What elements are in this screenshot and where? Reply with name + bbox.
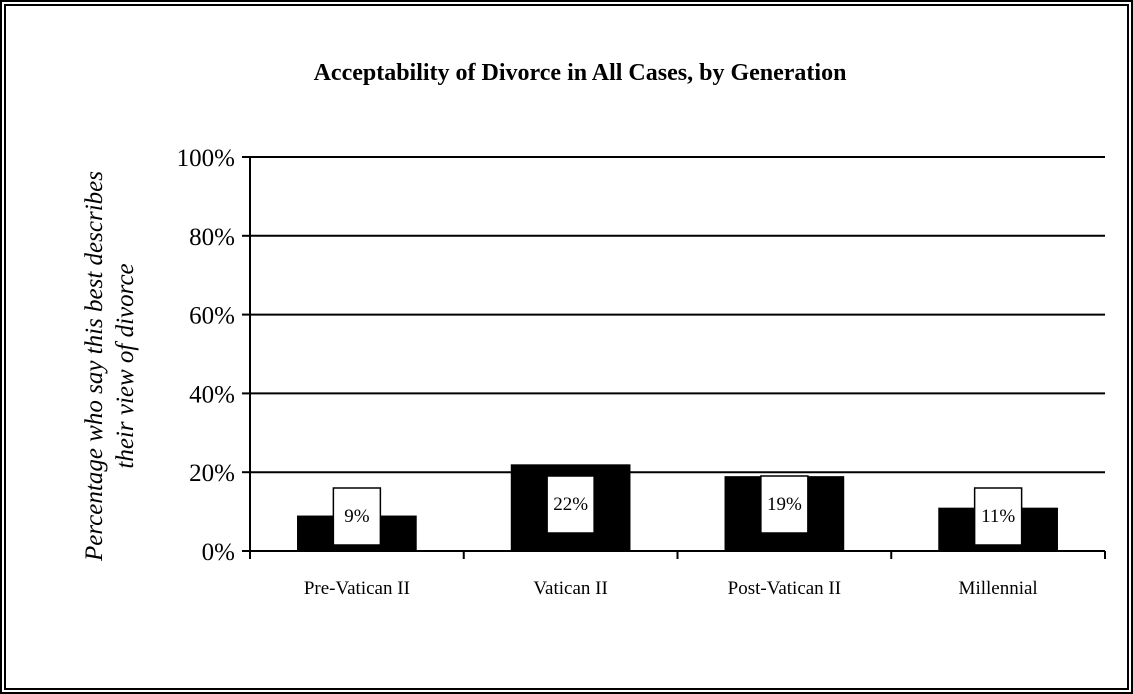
gridlines: [250, 156, 1105, 474]
data-label-box: [973, 487, 1023, 546]
data-label: 9%: [344, 506, 370, 527]
y-tick-labels: 0% 20% 40% 60% 80% 100%: [177, 145, 235, 566]
y-tick-label: 60%: [189, 303, 235, 330]
x-category-label: Vatican II: [533, 578, 607, 599]
data-label-box: [546, 475, 595, 534]
x-category-label: Pre-Vatican II: [304, 578, 410, 599]
data-labels: 9% 22% 19% 11%: [332, 475, 1023, 546]
y-axis-label: Percentage who say this best describes t…: [81, 171, 139, 562]
y-tick-label: 40%: [189, 381, 235, 408]
data-label: 11%: [981, 506, 1015, 527]
chart-title: Acceptability of Divorce in All Cases, b…: [314, 60, 847, 86]
data-label: 22%: [553, 494, 588, 515]
y-axis-label-line-1: Percentage who say this best describes: [81, 171, 108, 562]
y-tick-label: 0%: [202, 539, 235, 566]
x-category-labels: Pre-Vatican II Vatican II Post-Vatican II M…: [304, 578, 1038, 599]
x-category-label: Millennial: [959, 578, 1038, 599]
y-tick-label: 20%: [189, 460, 235, 487]
bars: [297, 464, 1058, 551]
y-tick-label: 80%: [189, 224, 235, 251]
data-label-box: [760, 475, 809, 534]
y-axis-label-line-2: their view of divorce: [112, 263, 139, 468]
data-label: 19%: [767, 494, 802, 515]
y-tick-label: 100%: [177, 145, 235, 172]
axes: [242, 156, 1106, 559]
x-category-label: Post-Vatican II: [728, 578, 841, 599]
data-label-box: [332, 487, 382, 546]
